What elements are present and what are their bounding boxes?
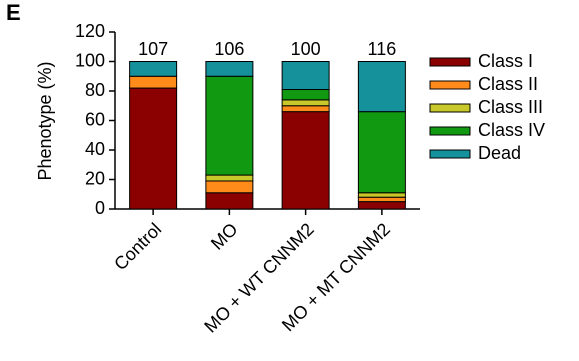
y-axis-label: Phenotype (%) <box>35 61 55 180</box>
bar-segment <box>281 99 330 107</box>
legend-swatch <box>429 126 471 136</box>
bar-segment <box>129 61 178 77</box>
legend-label: Class IV <box>478 120 545 140</box>
y-tick-label: 20 <box>85 168 105 188</box>
legend-label: Class II <box>478 74 538 94</box>
bar-segment <box>281 105 330 113</box>
x-tick-label: MO <box>207 219 242 254</box>
count-label: 106 <box>214 39 244 59</box>
bar-segment <box>129 87 178 210</box>
bar-segment <box>357 61 406 113</box>
panel-label: E <box>6 0 21 25</box>
bar-segment <box>357 111 406 194</box>
y-tick-label: 40 <box>85 139 105 159</box>
bar-segment <box>205 192 254 210</box>
legend-label: Class III <box>478 97 543 117</box>
legend-label: Dead <box>478 143 521 163</box>
y-tick-label: 100 <box>75 50 105 70</box>
bar-segment <box>205 180 254 194</box>
y-tick-label: 0 <box>95 198 105 218</box>
count-label: 107 <box>138 39 168 59</box>
count-label: 116 <box>368 39 397 59</box>
bar-segment <box>281 61 330 91</box>
legend-swatch <box>429 80 471 90</box>
bar-segment <box>357 201 406 210</box>
legend-swatch <box>429 103 471 113</box>
legend-label: Class I <box>478 51 533 71</box>
legend-swatch <box>429 57 471 67</box>
y-tick-label: 80 <box>85 80 105 100</box>
bar-segment <box>281 89 330 101</box>
bar-segment <box>129 75 178 89</box>
y-tick-label: 120 <box>75 21 105 41</box>
x-tick-label: Control <box>110 219 165 274</box>
count-label: 100 <box>291 39 321 59</box>
bar-segment <box>281 111 330 210</box>
bar-segment <box>357 196 406 203</box>
legend-swatch <box>429 149 471 159</box>
bar-segment <box>205 75 254 176</box>
y-tick-label: 60 <box>85 109 105 129</box>
bar-segment <box>205 174 254 182</box>
bar-segment <box>205 61 254 77</box>
bar-segment <box>357 192 406 198</box>
